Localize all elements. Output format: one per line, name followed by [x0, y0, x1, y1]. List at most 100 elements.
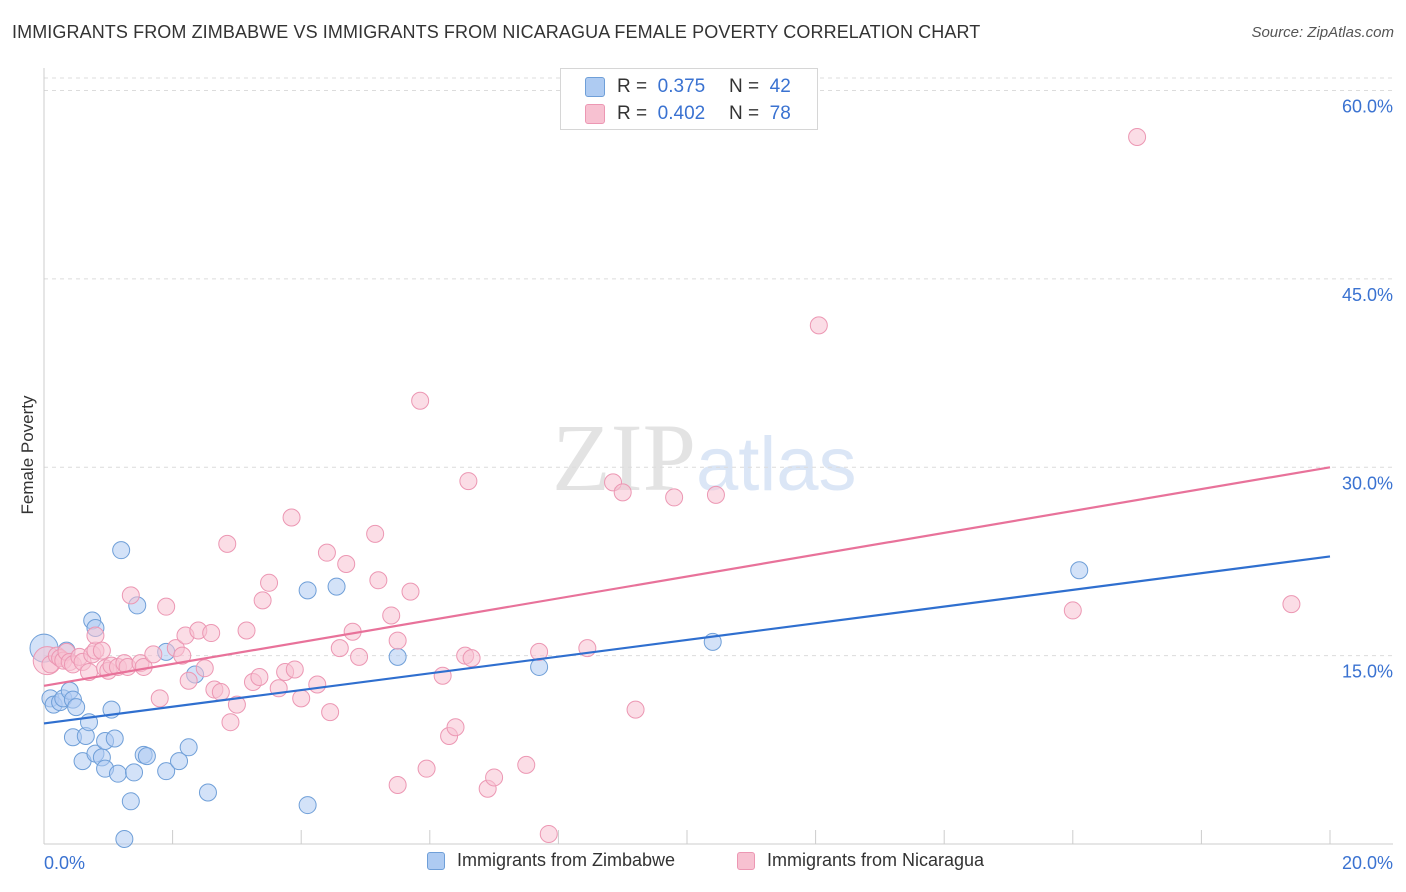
nicaragua-point — [237, 621, 256, 640]
nicaragua-point — [388, 631, 407, 650]
nicaragua-point — [485, 768, 504, 787]
nicaragua-point — [446, 718, 465, 737]
nicaragua-point — [86, 626, 105, 645]
nicaragua-point — [539, 824, 558, 843]
zimbabwe-point — [67, 698, 86, 717]
y-tick-label: 45.0% — [1342, 285, 1393, 305]
nicaragua-point — [1128, 128, 1147, 147]
nicaragua-point — [459, 472, 478, 491]
legend-n-nicaragua: N = 78 — [729, 103, 791, 125]
legend-swatch-zimbabwe — [427, 851, 445, 870]
zimbabwe-point — [105, 729, 124, 748]
nicaragua-point — [150, 689, 169, 708]
legend-r-zimbabwe: R = 0.375 — [617, 76, 711, 98]
zimbabwe-point — [137, 747, 156, 766]
nicaragua-point — [626, 700, 645, 719]
nicaragua-point — [706, 485, 725, 504]
nicaragua-point — [92, 641, 111, 660]
zimbabwe-point — [115, 829, 134, 848]
nicaragua-point — [388, 775, 407, 794]
trend-layer — [43, 466, 1331, 725]
nicaragua-point — [250, 667, 269, 686]
nicaragua-point — [218, 534, 237, 553]
nicaragua-point — [613, 483, 632, 502]
n-value: 42 — [769, 76, 791, 97]
y-tick-label: 30.0% — [1342, 473, 1393, 493]
series-zimbabwe-points — [29, 541, 1089, 848]
nicaragua-point — [1282, 595, 1301, 614]
nicaragua-point — [292, 689, 311, 708]
y-tick-label: 15.0% — [1342, 662, 1393, 682]
legend-row-zimbabwe: R = 0.375 N = 42 — [585, 75, 791, 99]
nicaragua-point — [121, 586, 140, 605]
nicaragua-point — [321, 703, 340, 722]
nicaragua-point — [260, 573, 279, 592]
nicaragua-point — [1063, 601, 1082, 620]
nicaragua-point — [202, 624, 221, 643]
nicaragua-point — [401, 582, 420, 601]
trendline-zimbabwe — [43, 555, 1331, 725]
grid-layer — [44, 77, 1393, 657]
nicaragua-point — [530, 642, 549, 661]
nicaragua-point — [517, 755, 536, 774]
zimbabwe-point — [108, 764, 127, 783]
nicaragua-point — [253, 591, 272, 610]
zimbabwe-point — [327, 577, 346, 596]
legend-swatch-nicaragua — [737, 851, 755, 870]
zimbabwe-point — [388, 647, 407, 666]
zimbabwe-point — [298, 796, 317, 815]
series-legend: Immigrants from Zimbabwe Immigrants from… — [0, 850, 1406, 878]
n-label: N = — [729, 103, 760, 124]
nicaragua-point — [337, 554, 356, 573]
nicaragua-point — [433, 666, 452, 685]
r-value: 0.402 — [657, 103, 706, 124]
nicaragua-point — [417, 759, 436, 778]
r-label: R = — [617, 103, 648, 124]
nicaragua-point — [195, 659, 214, 678]
legend-swatch-nicaragua — [585, 104, 605, 124]
trendline-nicaragua — [43, 466, 1331, 687]
nicaragua-point — [285, 660, 304, 679]
legend-n-zimbabwe: N = 42 — [729, 76, 791, 98]
n-value: 78 — [769, 103, 791, 124]
zimbabwe-point — [112, 541, 131, 560]
r-value: 0.375 — [657, 76, 706, 97]
source-credit: Source: ZipAtlas.com — [1251, 24, 1394, 41]
legend-label-zimbabwe: Immigrants from Zimbabwe — [457, 850, 676, 870]
nicaragua-point — [350, 647, 369, 666]
zimbabwe-point — [125, 763, 144, 782]
nicaragua-point — [382, 606, 401, 625]
legend-label-nicaragua: Immigrants from Nicaragua — [767, 850, 985, 870]
zimbabwe-point — [157, 762, 176, 781]
nicaragua-point — [157, 597, 176, 616]
nicaragua-point — [179, 671, 198, 690]
zimbabwe-point — [198, 783, 217, 802]
legend-row-nicaragua: R = 0.402 N = 78 — [585, 102, 791, 126]
x-tick-label: 20.0% — [1342, 853, 1393, 873]
x-tick-label: 0.0% — [44, 853, 85, 873]
nicaragua-point — [317, 543, 336, 562]
tick-label-layer: 15.0% 30.0% 45.0% 60.0% 0.0% 20.0% — [44, 97, 1393, 873]
nicaragua-point — [227, 695, 246, 714]
zimbabwe-point — [170, 752, 189, 771]
y-tick-label: 60.0% — [1342, 97, 1393, 117]
nicaragua-point — [330, 639, 349, 658]
nicaragua-point — [369, 571, 388, 590]
nicaragua-point — [221, 713, 240, 732]
legend-item-nicaragua[interactable]: Immigrants from Nicaragua — [737, 850, 984, 871]
nicaragua-point — [173, 646, 192, 665]
nicaragua-point — [462, 649, 481, 668]
chart-title: IMMIGRANTS FROM ZIMBABWE VS IMMIGRANTS F… — [12, 22, 981, 42]
nicaragua-point — [411, 391, 430, 410]
nicaragua-point — [809, 316, 828, 335]
series-nicaragua-points — [32, 128, 1301, 843]
nicaragua-point — [308, 675, 327, 694]
correlation-legend: R = 0.375 N = 42 R = 0.402 N = 78 — [560, 68, 818, 130]
zimbabwe-point — [298, 581, 317, 600]
nicaragua-point — [366, 524, 385, 543]
zimbabwe-point — [1070, 561, 1089, 580]
n-label: N = — [729, 76, 760, 97]
legend-item-zimbabwe[interactable]: Immigrants from Zimbabwe — [427, 850, 675, 871]
nicaragua-point — [144, 645, 163, 664]
